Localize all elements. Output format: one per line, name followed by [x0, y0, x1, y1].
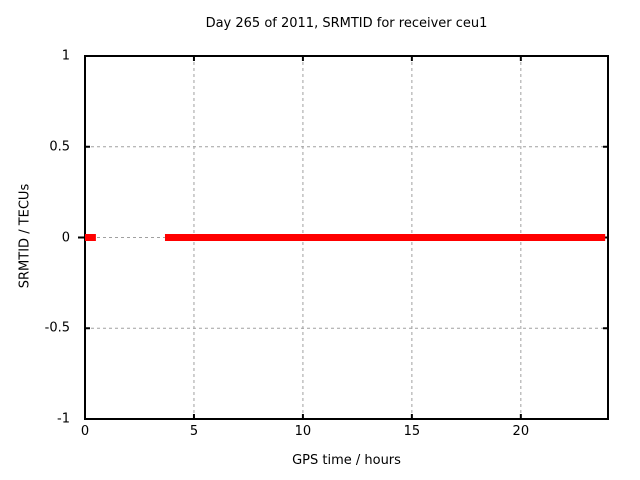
x-tick-label: 10 [294, 424, 312, 439]
y-tick-label: 0.5 [49, 139, 70, 155]
x-tick-label: 20 [512, 424, 530, 439]
x-tick-label: 0 [80, 424, 90, 439]
chart-title: Day 265 of 2011, SRMTID for receiver ceu… [205, 16, 488, 31]
y-tick-label: -0.5 [44, 320, 70, 336]
x-tick-label: 5 [189, 424, 199, 439]
x-axis-label: GPS time / hours [292, 453, 401, 468]
y-tick-label: 1 [61, 48, 70, 64]
x-tick-label: 15 [403, 424, 421, 439]
y-tick-label: -1 [57, 411, 70, 427]
y-tick-label: 0 [61, 230, 70, 245]
